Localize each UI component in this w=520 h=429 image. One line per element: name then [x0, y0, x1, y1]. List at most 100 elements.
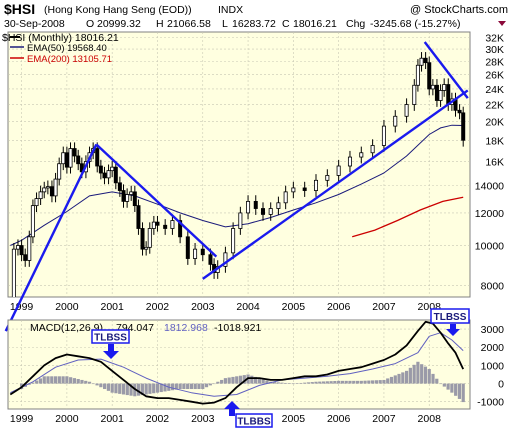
macd-histogram-bar — [261, 379, 265, 384]
legend-ema50: EMA(50) 19568.40 — [27, 43, 107, 54]
price-bar — [193, 243, 198, 265]
arrow-up-icon — [224, 401, 240, 416]
macd-y-tick-label: -1000 — [477, 397, 504, 409]
price-y-tick-label: 16K — [485, 156, 504, 168]
price-bar — [442, 78, 447, 97]
tlbss-label-2: TLBSS — [434, 312, 467, 323]
price-plot-area — [7, 31, 471, 298]
macd-histogram-bar — [152, 383, 156, 394]
price-y-tick-label: 18K — [485, 135, 504, 147]
macd-histogram-bar — [416, 361, 420, 384]
macd-histogram-bar — [386, 378, 390, 384]
macd-histogram-bar — [95, 383, 99, 386]
macd-histogram-bar — [272, 382, 277, 384]
macd-histogram-bar — [61, 376, 65, 384]
macd-histogram-bar — [227, 377, 231, 384]
price-x-tick-label: 2004 — [236, 301, 260, 313]
macd-histogram-bar — [212, 383, 216, 385]
price-y-tick-label: 26K — [485, 70, 504, 82]
arrow-down-icon — [446, 324, 460, 336]
price-panel: 8000 10000 12000 14000 16K 18K 20K 22K 24K 26K 28K… — [4, 31, 505, 332]
price-bar — [457, 104, 462, 120]
macd-histogram-bar — [431, 373, 435, 384]
tlbss-label-1: TLBSS — [94, 333, 127, 344]
macd-histogram-bar — [231, 376, 235, 384]
macd-histogram-bar — [284, 382, 288, 384]
macd-x-tick-label: 2003 — [191, 413, 215, 425]
price-bar — [76, 149, 81, 171]
price-x-tick-label: 2002 — [146, 301, 170, 313]
macd-histogram-bar — [27, 383, 31, 385]
arrow-down-icon — [103, 344, 119, 359]
macd-histogram-bar — [121, 383, 126, 395]
price-bar — [136, 199, 141, 235]
price-bar — [261, 202, 266, 221]
price-bar — [283, 185, 288, 210]
macd-x-tick-label: 2007 — [372, 413, 396, 425]
price-bar — [23, 248, 28, 267]
price-x-tick-label: 2000 — [55, 301, 79, 313]
annotation-tlbss-2: TLBSS — [430, 308, 470, 336]
price-y-tick-label: 8000 — [481, 280, 505, 292]
price-bar — [64, 146, 69, 174]
macd-histogram-bar — [242, 375, 246, 384]
macd-histogram-bar — [457, 383, 462, 399]
macd-histogram-bar — [114, 383, 118, 394]
macd-histogram-bar — [333, 380, 337, 384]
price-x-tick-label: 2003 — [191, 301, 215, 313]
macd-histogram-bar — [144, 383, 148, 395]
price-bar — [155, 215, 160, 232]
macd-histogram-bar — [435, 378, 439, 384]
macd-histogram-bar — [446, 383, 450, 390]
price-bar — [61, 146, 66, 171]
macd-histogram-bar — [201, 383, 205, 390]
macd-histogram-bar — [129, 383, 133, 396]
macd-histogram-bar — [352, 380, 356, 384]
price-series-group — [10, 52, 466, 297]
price-bar — [302, 181, 307, 197]
price-bar — [129, 185, 134, 201]
macd-histogram-bar — [46, 376, 50, 384]
macd-histogram-bar — [159, 383, 163, 393]
header-high-label: H — [156, 18, 164, 30]
macd-histogram-bar — [72, 378, 77, 384]
macd-x-tick-label: 1999 — [10, 413, 34, 425]
price-bar — [246, 195, 251, 220]
macd-histogram-bar — [148, 383, 152, 394]
macd-histogram-bar — [174, 383, 178, 390]
header-low-label: L — [222, 18, 228, 30]
price-bar — [438, 84, 443, 107]
price-bar — [34, 192, 39, 213]
macd-histogram-bar — [235, 376, 239, 384]
price-x-tick-label: 2006 — [327, 301, 351, 313]
macd-histogram-bar — [220, 379, 224, 384]
price-bar — [30, 199, 35, 244]
header-high: 21066.58 — [167, 18, 211, 30]
macd-histogram-bar — [325, 381, 329, 384]
macd-histogram-bar — [340, 380, 345, 384]
macd-histogram-bar — [295, 383, 299, 384]
price-bar — [125, 188, 130, 208]
macd-histogram-bar — [461, 383, 465, 403]
price-bar — [53, 172, 58, 203]
price-y-tick-label: 32K — [485, 33, 504, 45]
macd-histogram-bar — [42, 376, 46, 384]
macd-histogram-bar — [125, 383, 129, 396]
macd-histogram-bar — [87, 381, 92, 384]
price-bar — [223, 246, 228, 273]
price-bar — [110, 161, 115, 178]
price-bar — [359, 146, 364, 164]
price-bar — [291, 181, 296, 199]
price-bar — [163, 219, 168, 235]
macd-histogram-bar — [197, 383, 201, 390]
macd-histogram-bar — [238, 375, 243, 384]
price-bar — [427, 56, 432, 96]
tlbbs-label: TLBBS — [237, 417, 271, 428]
price-bar — [336, 159, 341, 182]
header-open: 20999.32 — [97, 18, 141, 30]
price-bar — [98, 159, 103, 180]
macd-histogram-bar — [355, 380, 360, 384]
price-bar — [313, 174, 318, 197]
price-bar — [276, 196, 281, 215]
header-chg-label: Chg — [346, 18, 365, 30]
